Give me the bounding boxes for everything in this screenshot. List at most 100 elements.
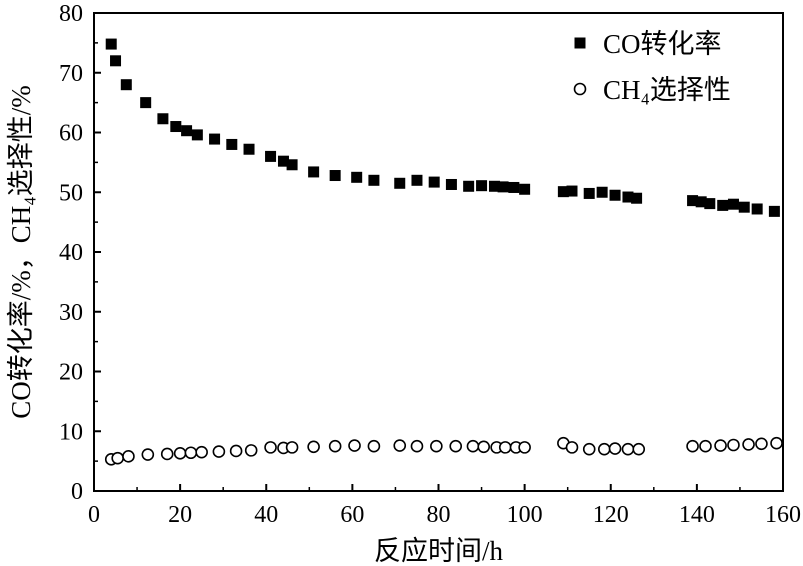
ch4-selectivity-point — [212, 445, 226, 458]
co-conversion-point — [687, 195, 699, 207]
y-tick-label: 10 — [59, 419, 83, 445]
co-conversion-point — [181, 125, 193, 137]
co-conversion-point — [428, 176, 440, 188]
y-tick-label: 60 — [59, 121, 83, 147]
ch4-selectivity-point — [111, 451, 124, 465]
x-tick-label: 0 — [88, 502, 100, 528]
ch4-selectivity-point — [565, 441, 579, 454]
ch4-selectivity-point — [632, 442, 646, 456]
co-conversion-point — [411, 174, 423, 186]
series-co-conversion — [105, 38, 780, 217]
co-conversion-point — [191, 129, 203, 141]
series-ch4-selectivity — [104, 436, 783, 466]
ch4-selectivity-point — [173, 447, 187, 460]
ch4-selectivity-point — [393, 439, 407, 452]
co-conversion-point — [170, 121, 182, 133]
y-tick-label: 40 — [59, 240, 83, 266]
y-tick-label: 20 — [59, 360, 83, 386]
x-axis: 0 20 40 60 80 100 120 140 160 — [88, 484, 801, 528]
x-tick-label: 60 — [340, 502, 364, 528]
ch4-selectivity-point — [477, 440, 491, 454]
co-conversion-point — [351, 171, 363, 183]
ch4-selectivity-point — [714, 439, 727, 452]
y-tick-label: 80 — [59, 1, 83, 27]
y-tick-label: 70 — [59, 61, 83, 87]
co-conversion-point — [596, 186, 608, 198]
plot-layer — [104, 38, 783, 466]
ch4-selectivity-point — [466, 439, 480, 453]
co-conversion-point — [243, 143, 255, 155]
co-conversion-point — [209, 133, 221, 145]
legend: CO转化率 CH₄选择性 — [573, 29, 731, 105]
co-conversion-point — [140, 97, 152, 109]
legend-marker-co-conversion — [574, 37, 586, 49]
ch4-selectivity-point — [430, 439, 443, 453]
y-axis-title: CO转化率/%，CH₄选择性/% — [6, 85, 36, 418]
ch4-selectivity-point — [410, 439, 424, 453]
co-conversion-point — [394, 177, 406, 189]
x-tick-label: 40 — [254, 502, 278, 528]
co-conversion-point — [727, 198, 739, 210]
ch4-selectivity-point — [264, 441, 277, 454]
co-conversion-point — [704, 198, 716, 210]
ch4-selectivity-point — [285, 441, 299, 454]
x-tick-label: 20 — [168, 502, 192, 528]
co-conversion-point — [738, 201, 750, 213]
co-conversion-point — [308, 166, 320, 178]
co-conversion-point — [329, 170, 341, 182]
co-conversion-point — [717, 199, 729, 211]
ch4-selectivity-point — [699, 439, 712, 453]
ch4-selectivity-point — [348, 439, 361, 452]
ch4-selectivity-point — [582, 442, 596, 456]
ch4-selectivity-point — [122, 450, 135, 463]
legend-label-co-conversion: CO转化率 — [603, 29, 722, 59]
ch4-selectivity-point — [770, 436, 783, 450]
ch4-selectivity-point — [608, 442, 622, 455]
ch4-selectivity-point — [328, 439, 342, 453]
ch4-selectivity-point — [518, 441, 531, 454]
ch4-selectivity-point — [244, 444, 258, 457]
x-tick-label: 100 — [507, 502, 543, 528]
ch4-selectivity-point — [498, 441, 512, 454]
x-axis-title: 反应时间/h — [374, 536, 504, 566]
y-tick-label: 30 — [59, 300, 83, 326]
x-tick-label: 80 — [427, 502, 451, 528]
ch4-selectivity-point — [184, 446, 198, 460]
co-conversion-point — [695, 196, 707, 208]
co-conversion-point — [508, 181, 520, 193]
co-conversion-point — [488, 180, 500, 192]
co-conversion-point — [609, 189, 621, 201]
ch4-selectivity-point — [686, 439, 699, 453]
co-conversion-point — [445, 178, 457, 190]
ch4-selectivity-point — [141, 448, 155, 461]
y-tick-label: 50 — [59, 180, 83, 206]
legend-marker-ch4-selectivity — [573, 82, 587, 96]
ch4-selectivity-point — [195, 445, 208, 459]
co-conversion-point — [120, 79, 132, 91]
x-tick-label: 120 — [593, 502, 629, 528]
co-conversion-point — [631, 192, 643, 204]
legend-label-ch4-selectivity: CH₄选择性 — [603, 75, 731, 105]
co-conversion-point — [110, 55, 122, 67]
co-conversion-point — [583, 187, 595, 199]
co-conversion-point — [265, 150, 277, 162]
co-conversion-point — [277, 155, 289, 167]
co-conversion-point — [768, 205, 780, 217]
x-tick-label: 140 — [679, 502, 715, 528]
ch4-selectivity-point — [449, 439, 463, 453]
co-conversion-point — [497, 181, 509, 193]
x-tick-label: 160 — [765, 502, 801, 528]
ch4-selectivity-point — [597, 442, 611, 456]
co-conversion-point — [368, 174, 380, 186]
co-conversion-point — [286, 159, 298, 171]
co-conversion-point — [463, 180, 475, 192]
co-conversion-point — [519, 183, 531, 195]
y-axis: 0 10 20 30 40 50 60 70 80 — [59, 1, 101, 505]
ch4-selectivity-point — [755, 437, 768, 451]
co-conversion-point — [157, 113, 169, 125]
co-conversion-point — [622, 191, 634, 203]
co-conversion-point — [566, 185, 578, 197]
co-conversion-point — [105, 38, 117, 50]
ch4-selectivity-point — [621, 442, 635, 456]
